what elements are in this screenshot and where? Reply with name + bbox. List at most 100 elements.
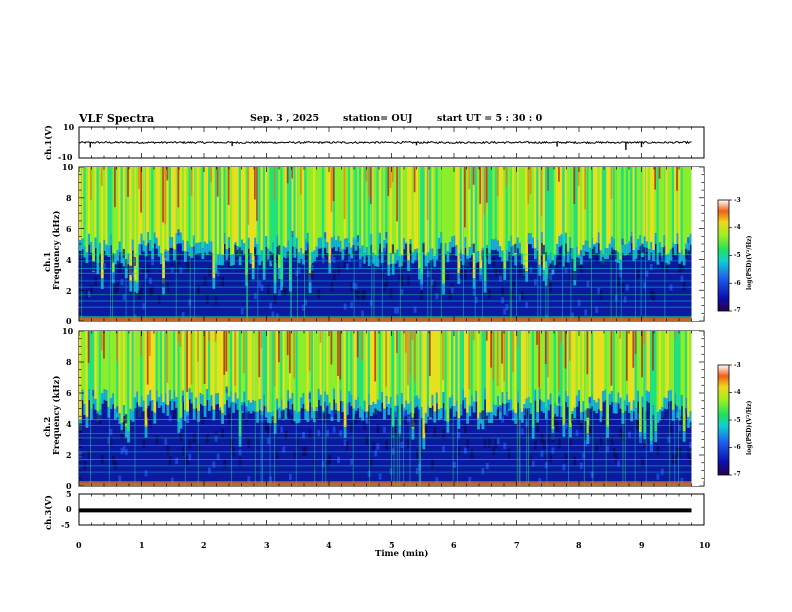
spectrogram-patch bbox=[477, 262, 480, 272]
spectrogram-column-edge bbox=[208, 400, 211, 411]
spectrogram-column bbox=[107, 167, 111, 247]
spectrogram-column bbox=[529, 167, 533, 234]
spectrogram-speckle bbox=[630, 236, 634, 243]
spectrogram-column-edge bbox=[588, 397, 592, 409]
spectrogram-column-edge bbox=[555, 244, 559, 255]
spectrogram-patch bbox=[354, 414, 358, 424]
spectrogram-streak bbox=[492, 331, 495, 381]
spectrogram-patch bbox=[332, 271, 336, 281]
spectrogram-streak bbox=[149, 331, 151, 356]
spectrogram-column bbox=[656, 331, 660, 412]
spectrogram-speckle bbox=[579, 250, 583, 257]
spectrogram-column-edge bbox=[400, 393, 404, 405]
spectrogram-column-edge bbox=[418, 268, 421, 280]
spectrogram-column-edge bbox=[216, 393, 220, 404]
spectrogram-patch bbox=[645, 411, 649, 421]
spectrogram-column-edge bbox=[194, 243, 198, 254]
spectrogram-column bbox=[520, 331, 524, 412]
spectrogram-column-edge bbox=[689, 411, 693, 423]
spectrogram-patch bbox=[363, 289, 367, 300]
spectrogram-streak bbox=[387, 167, 390, 197]
spectrogram-column bbox=[151, 167, 154, 249]
spec2-ylabel-frequency: Frequency (kHz) bbox=[52, 375, 62, 455]
spectrogram-column bbox=[350, 167, 354, 248]
spectrogram-column-edge bbox=[293, 247, 297, 258]
spectrogram-column-edge bbox=[540, 400, 544, 412]
spectrogram-column-edge bbox=[330, 237, 334, 249]
spectrogram-column-edge bbox=[295, 237, 299, 249]
spectrogram-streak bbox=[87, 331, 90, 363]
spectrogram-speckle bbox=[103, 263, 106, 270]
spectrogram-speckle bbox=[597, 287, 601, 294]
spectrogram-column bbox=[170, 331, 174, 400]
spectrogram-column bbox=[245, 331, 249, 409]
spectrogram-column bbox=[258, 167, 262, 255]
spectrogram-speckle bbox=[582, 452, 585, 459]
spectrogram-column-edge bbox=[199, 393, 203, 404]
spectrogram-column-edge bbox=[131, 239, 135, 251]
spectrogram-patch bbox=[507, 448, 511, 459]
spectrogram-streak bbox=[485, 331, 488, 341]
spectrogram-column bbox=[571, 167, 574, 249]
spectrogram-column-edge bbox=[654, 233, 658, 244]
spectrogram-column-edge bbox=[107, 406, 111, 418]
ch3-ytick-bottom: -5 bbox=[61, 520, 70, 530]
spectrogram-column bbox=[383, 167, 386, 241]
spectrogram-column bbox=[275, 167, 279, 236]
spectrogram-column bbox=[168, 331, 172, 391]
spectrogram-streak bbox=[140, 331, 142, 357]
spectrogram-patch bbox=[472, 243, 476, 253]
spectrogram-column-edge bbox=[278, 407, 281, 419]
spectrogram-patch bbox=[275, 450, 279, 461]
spectrogram-speckle bbox=[660, 468, 664, 475]
spectrogram-column-edge bbox=[144, 426, 148, 438]
spectrogram-speckle bbox=[507, 402, 511, 409]
spectrogram-column-edge bbox=[286, 389, 290, 401]
spectrogram-column bbox=[109, 331, 113, 398]
spectrogram-column-edge bbox=[319, 394, 323, 406]
spectrogram-column bbox=[155, 167, 159, 238]
spectrogram-patch bbox=[376, 423, 380, 434]
spectrogram-column-edge bbox=[529, 233, 533, 245]
spectrogram-speckle bbox=[324, 401, 327, 408]
spectrogram-column-edge bbox=[534, 389, 537, 401]
spectrogram-column bbox=[321, 167, 325, 248]
spectrogram-column bbox=[387, 167, 391, 265]
spectrogram-column-edge bbox=[542, 270, 546, 281]
spectrogram-column-edge bbox=[516, 237, 520, 249]
spectrogram-column-edge bbox=[604, 389, 607, 401]
spectrogram-patch bbox=[315, 411, 319, 421]
spectrogram-column-edge bbox=[590, 238, 594, 249]
spectrogram-column bbox=[547, 167, 550, 255]
spectrogram-column-edge bbox=[579, 254, 583, 265]
spectrogram-column-edge bbox=[107, 246, 111, 257]
spectrogram-streak bbox=[472, 331, 475, 341]
spectrogram-column bbox=[544, 331, 548, 409]
spectrogram-patch bbox=[151, 285, 154, 296]
spectrogram-speckle bbox=[383, 247, 386, 255]
spectrogram-streak bbox=[632, 331, 635, 368]
spectrogram-column-edge bbox=[595, 242, 599, 254]
spectrogram-speckle bbox=[321, 460, 325, 467]
spectrogram-streak bbox=[505, 167, 508, 187]
spectrogram-column-edge bbox=[501, 392, 504, 404]
spectrogram-streak bbox=[429, 331, 431, 377]
spectrogram-patch bbox=[636, 419, 640, 429]
spectrogram-column bbox=[614, 331, 618, 403]
spectrogram-speckle bbox=[453, 461, 456, 468]
cb1-label: log(PSD)(V²/Hz) bbox=[746, 235, 753, 290]
spectrogram-streak bbox=[293, 331, 296, 379]
spectrogram-streak bbox=[385, 331, 387, 387]
spectrogram-speckle bbox=[588, 396, 592, 404]
spectrogram-streak bbox=[356, 331, 359, 358]
spectrogram-column-edge bbox=[464, 237, 467, 249]
spectrogram-column bbox=[391, 167, 395, 264]
spectrogram-column bbox=[612, 331, 616, 403]
spectrogram-column bbox=[348, 167, 351, 244]
spectrogram-column-edge bbox=[411, 252, 415, 264]
spectrogram-column-edge bbox=[299, 397, 303, 409]
spectrogram-patch bbox=[501, 286, 504, 296]
spectrogram-streak bbox=[643, 331, 646, 344]
spectrogram-speckle bbox=[120, 279, 124, 286]
spectrogram-column-edge bbox=[199, 242, 203, 254]
